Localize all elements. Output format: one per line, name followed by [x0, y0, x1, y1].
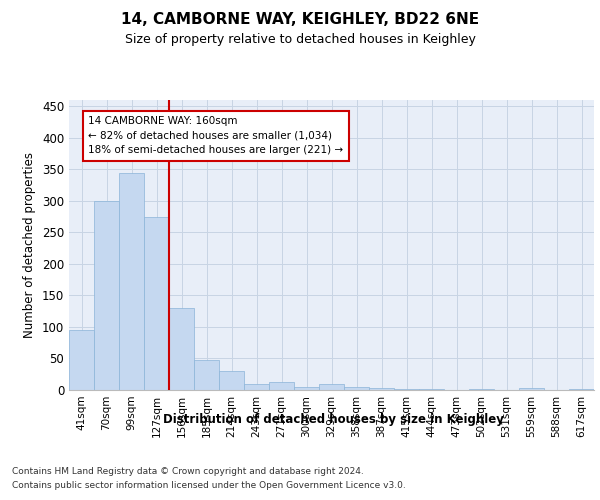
- Bar: [169, 308, 194, 390]
- Y-axis label: Number of detached properties: Number of detached properties: [23, 152, 37, 338]
- Bar: [469, 388, 494, 390]
- Bar: [219, 371, 244, 390]
- Text: Contains public sector information licensed under the Open Government Licence v3: Contains public sector information licen…: [12, 481, 406, 490]
- Text: Distribution of detached houses by size in Keighley: Distribution of detached houses by size …: [163, 412, 503, 426]
- Text: 14, CAMBORNE WAY, KEIGHLEY, BD22 6NE: 14, CAMBORNE WAY, KEIGHLEY, BD22 6NE: [121, 12, 479, 28]
- Bar: [144, 216, 169, 390]
- Bar: [344, 387, 369, 390]
- Bar: [194, 360, 219, 390]
- Bar: [119, 172, 144, 390]
- Bar: [369, 388, 394, 390]
- Text: 14 CAMBORNE WAY: 160sqm
← 82% of detached houses are smaller (1,034)
18% of semi: 14 CAMBORNE WAY: 160sqm ← 82% of detache…: [89, 116, 344, 156]
- Bar: [69, 330, 94, 390]
- Bar: [244, 384, 269, 390]
- Text: Size of property relative to detached houses in Keighley: Size of property relative to detached ho…: [125, 32, 475, 46]
- Text: Contains HM Land Registry data © Crown copyright and database right 2024.: Contains HM Land Registry data © Crown c…: [12, 468, 364, 476]
- Bar: [519, 388, 544, 390]
- Bar: [569, 388, 594, 390]
- Bar: [319, 384, 344, 390]
- Bar: [294, 387, 319, 390]
- Bar: [94, 201, 119, 390]
- Bar: [394, 388, 419, 390]
- Bar: [269, 382, 294, 390]
